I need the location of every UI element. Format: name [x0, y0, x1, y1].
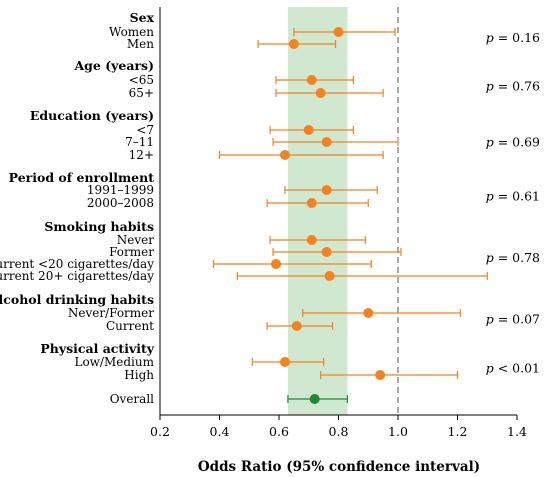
x-tick-label: 1.4: [507, 424, 527, 439]
row-label: Women: [109, 25, 154, 39]
x-tick-label: 0.4: [210, 424, 230, 439]
estimate-point: [321, 247, 332, 257]
estimate-point: [315, 88, 326, 98]
estimate-point: [306, 198, 317, 208]
row-label: Low/Medium: [74, 355, 154, 369]
row-label: Men: [127, 37, 154, 51]
estimate-point: [279, 150, 290, 160]
confidence-band: [287, 7, 348, 415]
row-label: <65: [129, 73, 154, 87]
estimate-point: [375, 370, 386, 380]
group-heading: Age (years): [73, 58, 154, 73]
row-label: 7–11: [125, 135, 154, 149]
row-label: High: [124, 368, 154, 382]
row-label: 1991–1999: [87, 183, 154, 197]
group-heading: Education (years): [30, 108, 154, 123]
p-value: p = 0.61: [486, 189, 540, 204]
row-label: 2000–2008: [87, 196, 154, 210]
p-value: p = 0.07: [486, 312, 540, 327]
group-heading: Alcohol drinking habits: [0, 292, 154, 307]
row-label: Former: [109, 245, 154, 259]
group-heading: Sex: [130, 10, 155, 25]
row-label: Current: [106, 319, 154, 333]
p-value: p = 0.69: [486, 135, 540, 150]
p-value: p = 0.78: [486, 250, 540, 265]
x-tick-label: 1.0: [388, 424, 408, 439]
x-tick-label: 1.2: [448, 424, 468, 439]
estimate-point: [321, 137, 332, 147]
p-value: p < 0.01: [486, 361, 540, 376]
row-label: Current 20+ cigarettes/day: [0, 269, 154, 283]
estimate-point: [279, 357, 290, 367]
estimate-point: [321, 185, 332, 195]
row-label: Never: [117, 233, 154, 247]
x-tick-label: 0.2: [150, 424, 170, 439]
estimate-point: [333, 27, 344, 37]
overall-point: [309, 394, 320, 404]
p-value: p = 0.76: [486, 79, 540, 94]
estimate-point: [288, 39, 299, 49]
x-tick-label: 0.6: [269, 424, 289, 439]
x-tick-label: 0.8: [329, 424, 349, 439]
row-label: 12+: [129, 148, 154, 162]
estimate-point: [291, 321, 302, 331]
estimate-point: [271, 259, 282, 269]
row-label: 65+: [129, 86, 154, 100]
estimate-point: [324, 271, 335, 281]
estimate-point: [363, 308, 374, 318]
x-axis-label: Odds Ratio (95% confidence interval): [198, 459, 480, 475]
group-heading: Smoking habits: [44, 219, 154, 234]
row-label: Current <20 cigarettes/day: [0, 257, 154, 271]
estimate-point: [303, 125, 314, 135]
group-heading: Period of enrollment: [9, 170, 155, 185]
row-label: <7: [136, 123, 154, 137]
overall-label: Overall: [110, 392, 154, 406]
estimate-point: [306, 75, 317, 85]
estimate-point: [306, 235, 317, 245]
row-label: Never/Former: [68, 306, 154, 320]
group-heading: Physical activity: [40, 341, 154, 356]
p-value: p = 0.16: [486, 30, 540, 45]
